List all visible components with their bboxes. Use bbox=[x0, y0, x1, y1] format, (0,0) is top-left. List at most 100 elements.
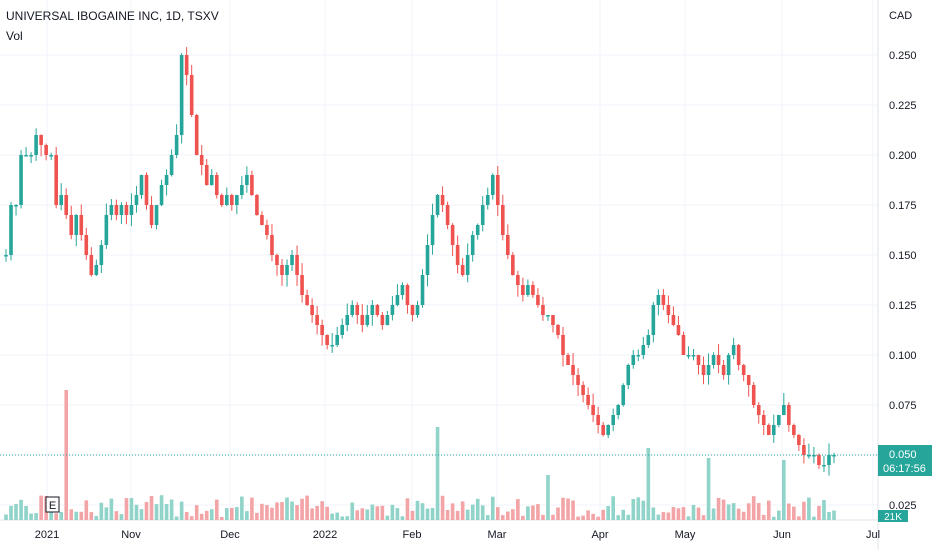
volume-bar bbox=[209, 509, 214, 520]
volume-bar bbox=[521, 515, 525, 520]
candle bbox=[626, 365, 631, 385]
candle bbox=[139, 175, 144, 195]
volume-bar bbox=[54, 513, 58, 520]
y-tick-label: 0.125 bbox=[889, 300, 917, 312]
volume-bar bbox=[485, 515, 490, 520]
volume-bar bbox=[174, 516, 179, 520]
volume-bar bbox=[250, 497, 254, 520]
candle bbox=[355, 305, 360, 315]
x-tick-label: Feb bbox=[403, 529, 422, 541]
candle bbox=[631, 355, 636, 365]
volume-bar bbox=[495, 507, 500, 520]
candle bbox=[320, 325, 324, 335]
volume-bar bbox=[832, 510, 836, 520]
volume-bar bbox=[119, 514, 124, 520]
candle bbox=[230, 195, 234, 205]
candle bbox=[365, 315, 370, 325]
volume-bar bbox=[255, 512, 259, 520]
candle bbox=[134, 195, 139, 205]
candle bbox=[731, 345, 736, 355]
volume-bar bbox=[761, 514, 766, 520]
candle bbox=[24, 155, 28, 157]
volume-bar bbox=[410, 510, 415, 520]
volume-bar bbox=[681, 507, 686, 520]
candle bbox=[490, 175, 495, 195]
volume-bar bbox=[776, 510, 781, 520]
candle bbox=[756, 405, 761, 415]
candle bbox=[119, 205, 124, 215]
volume-bar bbox=[771, 516, 776, 520]
volume-bar bbox=[782, 460, 786, 520]
candle bbox=[827, 455, 831, 465]
candle bbox=[822, 465, 826, 467]
volume-bar bbox=[169, 499, 174, 520]
candle bbox=[114, 205, 119, 215]
volume-bar bbox=[561, 497, 565, 520]
candle bbox=[761, 415, 766, 425]
volume-bar bbox=[350, 502, 355, 520]
candle bbox=[54, 155, 58, 205]
volume-bar bbox=[455, 510, 460, 520]
volume-bar bbox=[124, 498, 129, 520]
volume-bar bbox=[310, 508, 314, 520]
volume-bar bbox=[736, 508, 741, 520]
candle bbox=[144, 175, 149, 205]
volume-bar bbox=[802, 501, 806, 520]
volume-bar bbox=[245, 511, 249, 520]
volume-bar bbox=[671, 507, 676, 520]
candle bbox=[179, 55, 184, 135]
volume-bar bbox=[355, 510, 360, 520]
candle bbox=[149, 205, 154, 225]
y-tick-label: 0.250 bbox=[889, 50, 917, 62]
candle bbox=[656, 295, 661, 305]
candle bbox=[601, 425, 605, 435]
candle bbox=[69, 215, 74, 235]
candle bbox=[500, 205, 505, 235]
volume-bar bbox=[475, 498, 480, 520]
candle bbox=[74, 215, 79, 235]
candle bbox=[159, 185, 164, 205]
candle bbox=[285, 265, 289, 275]
x-tick-label: Mar bbox=[488, 529, 507, 541]
x-tick-label: Nov bbox=[121, 529, 141, 541]
candle bbox=[49, 155, 53, 157]
x-tick-label: 2021 bbox=[35, 529, 59, 541]
candle bbox=[94, 265, 99, 275]
volume-bar bbox=[325, 506, 329, 520]
volume-bar bbox=[450, 503, 455, 520]
candle bbox=[556, 325, 560, 335]
volume-bar bbox=[99, 502, 104, 520]
volume-bar bbox=[139, 509, 144, 520]
y-tick-label: 0.025 bbox=[889, 500, 917, 512]
volume-bar bbox=[104, 507, 109, 520]
volume-bar bbox=[380, 505, 385, 520]
volume-bar bbox=[666, 512, 671, 520]
volume-bar bbox=[571, 500, 575, 520]
candle bbox=[440, 195, 445, 205]
volume-bar bbox=[300, 498, 304, 520]
volume-bar bbox=[696, 507, 701, 520]
candle bbox=[174, 135, 179, 155]
candle bbox=[290, 255, 294, 265]
volume-bar bbox=[84, 500, 89, 520]
candle bbox=[621, 385, 626, 405]
candle bbox=[154, 205, 159, 225]
candle bbox=[405, 285, 410, 305]
y-tick-label: 0.175 bbox=[889, 200, 917, 212]
volume-bar bbox=[616, 515, 621, 520]
volume-bar bbox=[79, 511, 84, 520]
volume-bar bbox=[395, 508, 400, 520]
volume-bar bbox=[184, 511, 189, 520]
volume-bar bbox=[480, 505, 485, 520]
candle bbox=[435, 195, 440, 215]
candle bbox=[14, 205, 18, 207]
volume-bar bbox=[797, 516, 801, 520]
candle bbox=[541, 305, 545, 315]
candle bbox=[817, 455, 821, 465]
volume-bar bbox=[506, 511, 510, 520]
volume-bar bbox=[621, 509, 626, 520]
candle bbox=[109, 205, 114, 215]
volume-bar bbox=[9, 505, 13, 520]
volume-bar bbox=[285, 497, 289, 520]
